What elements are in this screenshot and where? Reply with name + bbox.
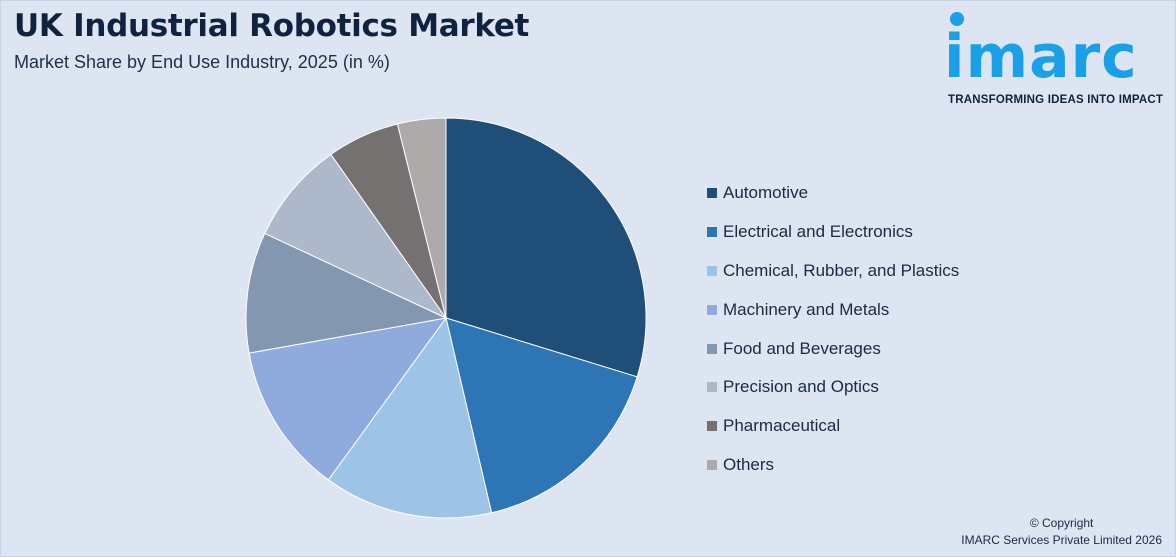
legend-swatch [707, 421, 717, 432]
legend-swatch [707, 459, 717, 470]
pie-slice-precision-and-optics [264, 153, 448, 320]
legend-label: Pharmaceutical [723, 416, 841, 436]
legend-label: Automotive [723, 183, 809, 203]
legend-label: Chemical, Rubber, and Plastics [723, 260, 960, 280]
legend-label: Electrical and Electronics [723, 222, 913, 242]
legend-item: Chemical, Rubber, and Plastics [707, 252, 959, 291]
copyright-line-2: IMARC Services Private Limited 2026 [961, 533, 1162, 547]
copyright-line-1: © Copyright [1029, 516, 1094, 530]
legend-swatch [707, 343, 717, 354]
legend-swatch [707, 188, 717, 199]
pie-slice-others [396, 117, 447, 319]
pie-chart [245, 117, 647, 519]
imarc-logo: imarc TRANSFORMING IDEAS INTO IMPACT [944, 12, 1170, 112]
copyright-notice: © Copyright IMARC Services Private Limit… [961, 515, 1162, 549]
pie-slice-machinery-and-metals [248, 317, 448, 481]
legend-label: Machinery and Metals [723, 299, 890, 319]
legend-item: Electrical and Electronics [707, 213, 959, 252]
chart-subtitle: Market Share by End Use Industry, 2025 (… [14, 52, 390, 72]
legend-swatch [707, 227, 717, 238]
legend-item: Automotive [707, 174, 959, 213]
legend-item: Others [707, 446, 959, 485]
legend-item: Precision and Optics [707, 368, 959, 407]
pie-slice-chemical-rubber-and-plastics [327, 316, 493, 519]
legend-item: Pharmaceutical [707, 407, 959, 446]
legend-label: Others [723, 454, 775, 474]
legend-label: Food and Beverages [723, 338, 881, 358]
legend-swatch [707, 304, 717, 315]
pie-slice-food-and-beverages [245, 232, 448, 354]
logo-dot-icon [950, 12, 964, 26]
legend-label: Precision and Optics [723, 377, 879, 397]
chart-title: UK Industrial Robotics Market [14, 8, 530, 44]
legend-item: Food and Beverages [707, 329, 959, 368]
pie-slice-electrical-and-electronics [445, 317, 638, 514]
pie-slice-automotive [445, 117, 647, 378]
logo-tagline: TRANSFORMING IDEAS INTO IMPACT [948, 94, 1164, 106]
chart-legend: Automotive Electrical and Electronics Chem… [707, 174, 959, 484]
logo-wordmark: imarc [944, 22, 1138, 92]
legend-swatch [707, 265, 717, 276]
legend-item: Machinery and Metals [707, 290, 959, 329]
legend-swatch [707, 382, 717, 393]
